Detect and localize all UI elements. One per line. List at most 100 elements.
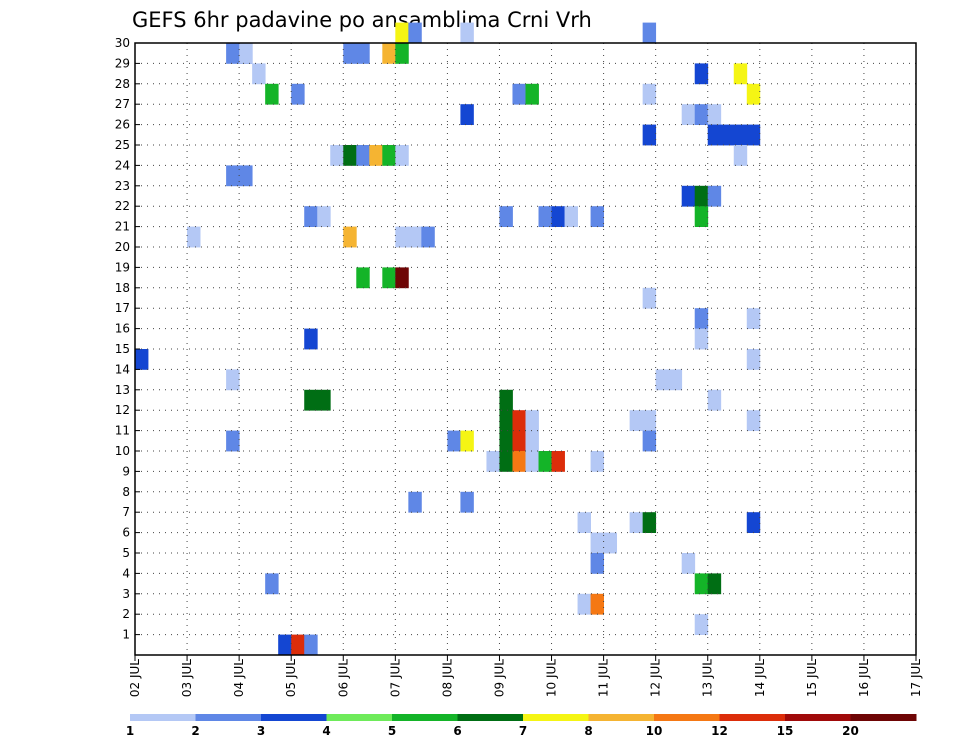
heatmap-cell <box>642 410 657 431</box>
heatmap-cell <box>733 124 748 146</box>
heatmap-cell <box>746 83 761 105</box>
heatmap-cell <box>343 145 357 166</box>
y-tick-label: 23 <box>115 179 130 193</box>
heatmap-cell <box>707 104 722 125</box>
heatmap-cell <box>590 553 604 574</box>
colorbar-label: 5 <box>388 724 396 738</box>
heatmap-cell <box>226 165 240 187</box>
heatmap-cell <box>629 410 644 431</box>
x-tick-label: 15 JUL <box>805 659 819 697</box>
heatmap-cell <box>512 430 526 452</box>
heatmap-cell <box>408 226 422 248</box>
x-tick-label: 02 JUL <box>128 659 142 697</box>
colorbar-swatch <box>523 714 589 721</box>
heatmap-cell <box>447 430 461 452</box>
heatmap-cell <box>252 63 266 85</box>
heatmap-cell <box>525 410 539 431</box>
heatmap-cell <box>460 491 474 513</box>
y-tick-label: 19 <box>115 260 130 274</box>
heatmap-cell <box>694 308 709 329</box>
colorbar-swatch <box>195 714 262 721</box>
heatmap-cell <box>642 83 657 105</box>
heatmap-cell <box>538 206 552 227</box>
y-tick-label: 9 <box>122 464 130 478</box>
heatmap-cell <box>642 287 657 309</box>
y-tick-label: 2 <box>122 607 130 621</box>
heatmap-cell <box>577 512 591 533</box>
heatmap-cell <box>642 124 657 146</box>
colorbar-swatch <box>457 714 524 721</box>
heatmap-cell <box>694 206 709 227</box>
colorbar-swatch <box>588 714 655 721</box>
x-tick-label: 09 JUL <box>492 659 506 697</box>
colorbar-label: 3 <box>257 724 265 738</box>
heatmap-cell <box>694 185 709 207</box>
heatmap-cell <box>395 226 409 248</box>
colorbar-swatch <box>326 714 393 721</box>
y-tick-label: 6 <box>122 526 130 540</box>
heatmap-cell <box>681 104 696 125</box>
heatmap-cell <box>707 573 722 595</box>
colorbar-label: 6 <box>453 724 461 738</box>
y-tick-label: 24 <box>115 158 130 172</box>
heatmap-cell <box>460 22 474 44</box>
heatmap-cell <box>746 410 761 431</box>
heatmap-cell <box>525 451 539 472</box>
heatmap-cell <box>486 451 500 472</box>
heatmap-cell <box>317 389 331 411</box>
y-tick-label: 17 <box>115 301 130 315</box>
heatmap-cell <box>629 512 644 533</box>
heatmap-cell <box>408 22 422 44</box>
heatmap-cell <box>317 206 331 227</box>
heatmap-cell <box>382 43 396 64</box>
heatmap-cell <box>395 43 409 64</box>
heatmap-cell <box>226 430 240 452</box>
x-tick-label: 10 JUL <box>545 659 559 697</box>
y-tick-label: 12 <box>115 403 130 417</box>
heatmap-cell <box>304 389 318 411</box>
y-tick-label: 30 <box>115 36 130 50</box>
heatmap-cell <box>382 145 396 166</box>
heatmap-cell <box>590 593 604 615</box>
colorbar: 1 2 3 4 5 6 7 8 10 12 15 20 <box>126 714 917 738</box>
y-tick-label: 10 <box>115 444 130 458</box>
heatmap-cell <box>525 83 539 105</box>
heatmap-cell <box>707 124 722 146</box>
heatmap-cell <box>187 226 201 248</box>
heatmap-cell <box>694 104 709 125</box>
heatmap-cell <box>707 389 722 411</box>
heatmap-cell <box>291 634 305 656</box>
x-axis: 02 JUL 03 JUL 04 JUL 05 JUL 06 JUL 07 JUL 08 J… <box>128 655 923 697</box>
heatmap-cell <box>590 532 604 554</box>
heatmap-cell <box>226 43 240 64</box>
x-tick-label: 13 JUL <box>701 659 715 697</box>
heatmap-cell <box>135 349 149 370</box>
heatmap-cell <box>590 206 604 227</box>
heatmap-cell <box>512 83 526 105</box>
y-tick-label: 18 <box>115 281 130 295</box>
heatmap-cell <box>395 22 409 44</box>
heatmap-cell <box>291 83 305 105</box>
colorbar-label: 15 <box>777 724 794 738</box>
heatmap-cell <box>746 349 761 370</box>
colorbar-swatch <box>719 714 786 721</box>
y-tick-label: 25 <box>115 138 130 152</box>
y-tick-label: 7 <box>122 505 130 519</box>
colorbar-swatch <box>654 714 720 721</box>
x-tick-label: 12 JUL <box>649 659 663 697</box>
heatmap-cell <box>577 593 591 615</box>
colorbar-swatch <box>850 714 917 721</box>
y-tick-label: 27 <box>115 97 130 111</box>
heatmap-cell <box>681 185 696 207</box>
heatmap-cell <box>694 63 709 85</box>
heatmap-cell <box>382 267 396 289</box>
heatmap-cell <box>356 43 370 64</box>
colorbar-label: 20 <box>842 724 859 738</box>
heatmap-cell <box>239 165 253 187</box>
colorbar-swatch <box>392 714 458 721</box>
chart-title: GEFS 6hr padavine po ansamblima Crni Vrh <box>132 8 592 32</box>
x-tick-label: 16 JUL <box>857 659 871 697</box>
y-tick-label: 29 <box>115 56 130 70</box>
y-tick-label: 8 <box>122 485 130 499</box>
colorbar-label: 8 <box>584 724 592 738</box>
